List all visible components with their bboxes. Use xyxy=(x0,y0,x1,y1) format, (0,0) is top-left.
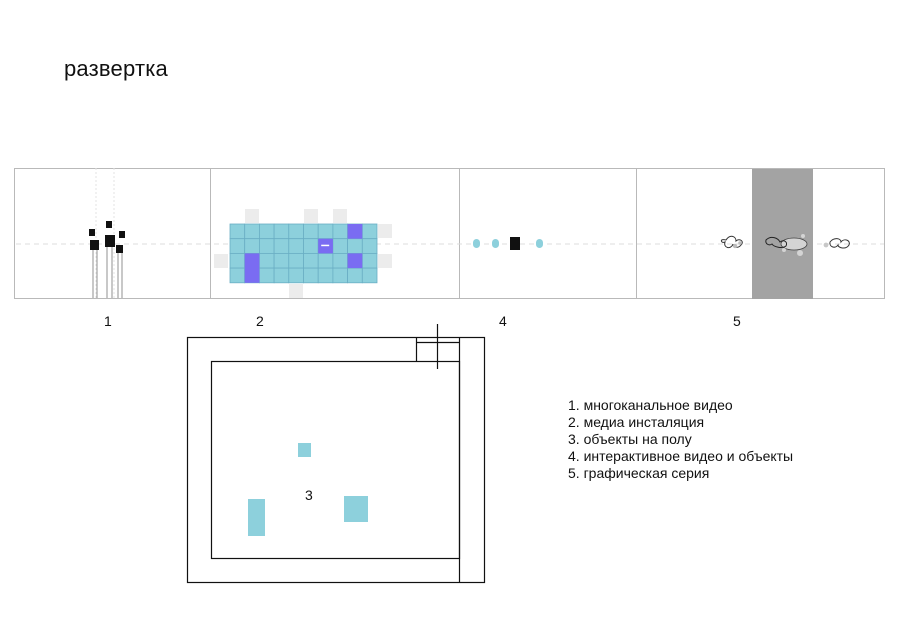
grid-cell xyxy=(347,238,363,254)
video-screen xyxy=(105,235,115,247)
legend-item: 1. многоканальное видео xyxy=(568,397,733,413)
grid-cell xyxy=(332,252,348,269)
page-title: развертка xyxy=(64,56,168,81)
video-screen xyxy=(106,221,112,228)
grid-cell xyxy=(244,223,260,240)
grid-cell xyxy=(273,238,290,254)
interactive-video-screen xyxy=(510,237,520,250)
grid-cell xyxy=(303,267,319,284)
video-screen xyxy=(89,229,95,236)
grid-cell xyxy=(317,223,334,240)
gray-block xyxy=(378,224,392,238)
grid-cell xyxy=(258,252,275,269)
grid-cell xyxy=(332,267,348,284)
grid-cell xyxy=(258,223,275,240)
gray-block xyxy=(289,284,303,298)
grid-cell xyxy=(229,267,246,284)
video-screen xyxy=(119,231,125,238)
video-screen xyxy=(116,245,123,253)
legend: 1. многоканальное видео 2. медиа инсталя… xyxy=(568,397,793,482)
graphic-squiggle xyxy=(720,235,743,249)
grid-cell xyxy=(317,252,334,269)
elevation-strip xyxy=(14,168,885,299)
gray-block xyxy=(378,254,392,268)
interactive-object xyxy=(473,239,480,248)
grid-cell xyxy=(273,223,290,240)
grid-cell xyxy=(229,223,246,240)
grid-cell xyxy=(332,238,348,254)
grid-cell xyxy=(361,223,378,240)
highlight-cell xyxy=(347,253,363,269)
highlight-mark xyxy=(321,244,330,247)
video-screen xyxy=(90,240,99,250)
plan-number: 3 xyxy=(305,487,313,503)
interactive-object xyxy=(536,239,543,248)
grid-cell xyxy=(229,238,246,254)
grid-cell xyxy=(258,238,275,254)
interactive-object xyxy=(492,239,499,248)
grid-cell xyxy=(288,238,304,254)
grid-cell xyxy=(332,223,348,240)
grid-cell xyxy=(361,252,378,269)
grid-cell xyxy=(303,252,319,269)
section-number: 1 xyxy=(104,313,112,329)
grid-cell xyxy=(361,267,378,284)
gray-block xyxy=(214,254,228,268)
floor-plan xyxy=(186,324,486,584)
graphic-series-group xyxy=(720,169,850,299)
grid-cell xyxy=(303,238,319,254)
grid-cell xyxy=(229,252,246,269)
section-divider xyxy=(459,168,460,299)
graphic-squiggle xyxy=(765,234,808,256)
section-divider xyxy=(636,168,637,299)
highlight-cell xyxy=(347,224,363,239)
graphic-squiggle xyxy=(823,238,850,249)
floor-object xyxy=(248,499,265,536)
legend-item: 2. медиа инсталяция xyxy=(568,414,705,430)
section-number: 4 xyxy=(499,313,507,329)
plan-outer-wall xyxy=(186,336,486,584)
legend-item: 4. интерактивное видео и объекты xyxy=(568,448,794,464)
grid-cell xyxy=(347,267,363,284)
gray-block xyxy=(245,209,259,223)
grid-cell xyxy=(273,252,290,269)
grid-cell xyxy=(288,223,304,240)
section-divider xyxy=(210,168,211,299)
grid-cell xyxy=(258,267,275,284)
grid-cell xyxy=(303,223,319,240)
highlight-cell xyxy=(244,253,260,283)
section-number: 5 xyxy=(733,313,741,329)
gray-panel xyxy=(752,169,813,299)
legend-item: 5. графическая серия xyxy=(568,465,710,481)
media-installation-grid xyxy=(214,209,392,298)
multichannel-video-group xyxy=(89,168,125,298)
grid-cell xyxy=(244,238,260,254)
section-number: 2 xyxy=(256,313,264,329)
interactive-objects-group xyxy=(473,237,543,250)
grid-cell xyxy=(317,267,334,284)
floor-object xyxy=(298,443,311,457)
grid-cell xyxy=(288,252,304,269)
grid-cell xyxy=(273,267,290,284)
legend-item: 3. объекты на полу xyxy=(568,431,692,447)
floor-object xyxy=(344,496,368,522)
grid-cell xyxy=(361,238,378,254)
gray-block xyxy=(333,209,347,223)
grid-cell xyxy=(288,267,304,284)
gray-block xyxy=(304,209,318,223)
